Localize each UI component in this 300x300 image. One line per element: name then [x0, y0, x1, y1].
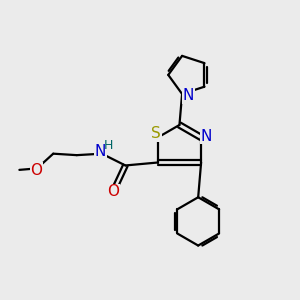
Text: O: O: [31, 163, 43, 178]
Text: N: N: [95, 144, 106, 159]
Text: S: S: [152, 127, 161, 142]
Text: H: H: [103, 139, 113, 152]
Text: N: N: [183, 88, 194, 103]
Text: O: O: [108, 184, 120, 200]
Text: N: N: [201, 128, 212, 143]
